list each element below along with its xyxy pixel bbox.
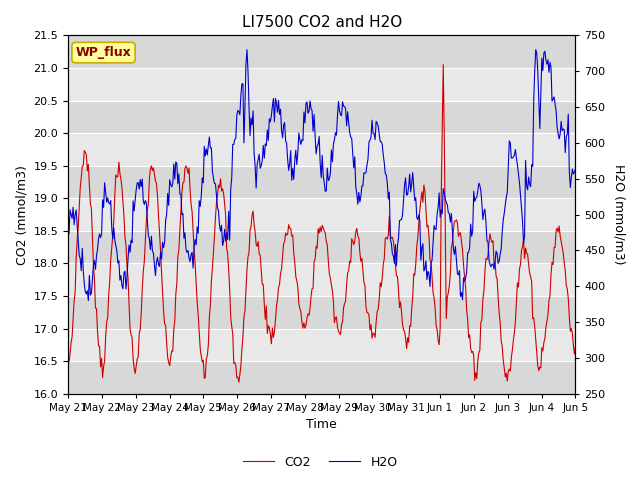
Bar [68,264,575,296]
CO2 [572,344,579,350]
Line: H2O: H2O [68,49,575,300]
Bar [68,231,575,264]
CO2 [482,255,490,261]
H2O [84,298,92,303]
H2O [561,150,569,156]
H2O [368,117,376,123]
Bar [68,166,575,198]
Bar [68,329,575,361]
CO2 [340,304,348,310]
X-axis label: Time: Time [307,419,337,432]
CO2 [64,349,72,355]
Bar [68,296,575,329]
Y-axis label: H2O (mmol/m3): H2O (mmol/m3) [612,164,625,265]
Line: CO2: CO2 [68,65,575,382]
Bar [68,100,575,133]
H2O [310,111,318,117]
CO2 [309,285,317,291]
CO2 [367,322,375,327]
Legend: CO2, H2O: CO2, H2O [237,451,403,474]
H2O [307,106,315,111]
CO2 [440,62,447,68]
H2O [340,104,348,109]
Y-axis label: CO2 (mmol/m3): CO2 (mmol/m3) [15,165,28,264]
Text: WP_flux: WP_flux [76,46,131,59]
Bar [68,68,575,100]
Bar [68,133,575,166]
H2O [572,166,579,172]
H2O [482,219,490,225]
H2O [64,206,72,212]
H2O [243,47,251,52]
Bar [68,361,575,394]
CO2 [235,379,243,385]
Bar [68,198,575,231]
CO2 [561,267,569,273]
Title: LI7500 CO2 and H2O: LI7500 CO2 and H2O [241,15,402,30]
CO2 [306,306,314,312]
Bar [68,36,575,68]
